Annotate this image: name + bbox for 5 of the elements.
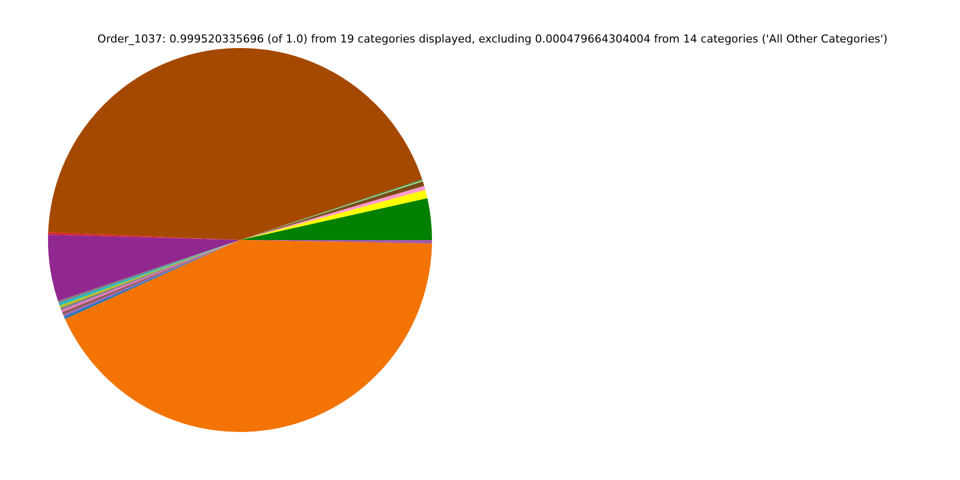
pie-slice — [48, 48, 422, 240]
pie-slice — [48, 234, 240, 302]
text: Order_1037: 0.999520335696 (of 1.0) from 19 categories displayed, excluding 0.000479664304004 from 14 categories ('All Other Categories') — [97, 32, 888, 46]
pie-slice — [65, 240, 432, 432]
pie-slice — [240, 198, 432, 240]
